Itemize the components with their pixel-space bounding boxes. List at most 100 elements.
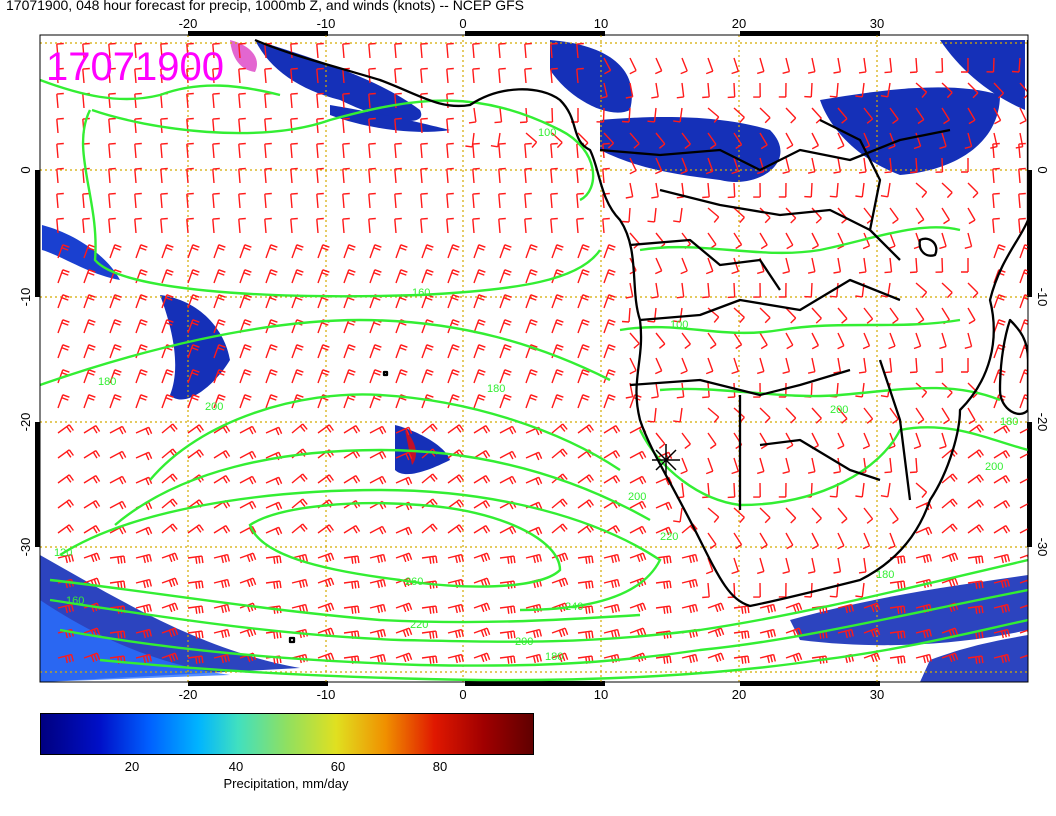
wind-barb (187, 580, 204, 589)
wind-barb (109, 294, 122, 309)
wind-barb (83, 652, 101, 663)
contour-160-atlantic (91, 99, 595, 202)
wind-barb (967, 307, 976, 325)
wind-barb (499, 244, 512, 259)
wind-barb (731, 57, 739, 75)
wind-barb (421, 473, 438, 484)
wind-barb (161, 473, 178, 484)
wind-barb (655, 232, 666, 249)
wind-barb (109, 655, 126, 664)
wind-barb (499, 344, 512, 359)
wind-barb (603, 319, 616, 334)
lat-labels-right: 0 -10 -20 -30 (1035, 166, 1050, 556)
wind-barb (83, 577, 101, 588)
wind-barb (862, 232, 871, 250)
wind-barb (837, 307, 848, 324)
wind-barb (647, 407, 657, 423)
wind-barb (57, 294, 70, 309)
wind-barb (811, 432, 820, 450)
wind-barb (83, 369, 96, 384)
contour-africa-200 (638, 426, 1028, 507)
wind-barb (395, 627, 413, 638)
wind-barb (499, 294, 512, 309)
wind-barb (161, 627, 179, 638)
wind-barb (525, 132, 538, 148)
wind-barb (759, 207, 771, 224)
wind-barb (213, 394, 226, 409)
contour-label: 260 (405, 576, 423, 588)
wind-barb (447, 553, 464, 564)
wind-barb (369, 653, 386, 664)
wind-barb (829, 182, 839, 198)
wind-barb (967, 107, 976, 125)
wind-barb (265, 555, 282, 564)
wind-barb (629, 475, 647, 485)
wind-barb (909, 157, 918, 174)
wind-barb (342, 117, 350, 134)
wind-barb (602, 217, 610, 234)
wind-barb (961, 358, 969, 373)
colorbar-tick-label: 20 (124, 759, 140, 774)
wind-barb (837, 532, 845, 550)
wind-barb (395, 451, 413, 461)
wind-barb (369, 369, 382, 384)
wind-barb (447, 424, 464, 434)
wind-barb (421, 655, 438, 664)
lon-label: 0 (459, 687, 466, 700)
wind-barb (187, 605, 204, 614)
wind-barb (993, 450, 1011, 459)
wind-barb (785, 532, 794, 550)
wind-barb (187, 244, 200, 259)
wind-barb (264, 192, 272, 209)
precip-se-band-2 (920, 635, 1028, 682)
wind-barb (967, 182, 979, 199)
wind-barb (837, 507, 848, 524)
wind-barb (57, 449, 74, 459)
wind-barb (499, 269, 512, 284)
wind-barb (707, 627, 725, 638)
wind-barb (621, 307, 631, 323)
lat-label: -10 (18, 288, 33, 307)
wind-barb (785, 332, 794, 350)
wind-barb (993, 107, 1002, 125)
contour-label: 220 (410, 619, 428, 631)
wind-barb (134, 142, 142, 159)
wind-barb (705, 557, 714, 575)
wind-barb (603, 294, 616, 309)
wind-barb (264, 167, 272, 184)
lon-labels-bottom: -20 -10 0 10 20 30 (179, 687, 885, 700)
wind-barb (941, 523, 958, 534)
wind-barb (395, 526, 413, 536)
wind-barb (629, 57, 637, 75)
height-contours (40, 78, 1028, 682)
wind-barb (135, 294, 148, 309)
wind-barb (673, 307, 683, 323)
wind-barb (239, 450, 257, 460)
wind-barb (858, 157, 867, 174)
wind-barb (446, 42, 454, 59)
wind-barb (369, 269, 382, 284)
wind-barb (577, 499, 594, 509)
wind-barb (993, 525, 1011, 534)
wind-barb (855, 182, 865, 198)
wind-barb (161, 269, 174, 284)
wind-barb (394, 117, 402, 134)
lon-label: -20 (179, 16, 198, 31)
wind-barb (265, 269, 278, 284)
wind-barb (134, 192, 142, 209)
island-ascension (288, 636, 296, 644)
wind-barb (550, 217, 558, 234)
wind-barb (368, 117, 376, 134)
contour-label: 200 (628, 491, 646, 503)
wind-barb (884, 257, 893, 274)
wind-barb (83, 525, 101, 534)
contour-label: 120 (54, 547, 72, 559)
wind-barb (1019, 294, 1028, 309)
wind-barb (913, 432, 922, 450)
wind-barb (473, 552, 491, 563)
wind-barb (621, 107, 631, 123)
lake-victoria (918, 237, 938, 257)
wind-barb (889, 555, 906, 564)
wind-barb (647, 107, 657, 123)
wind-barb (993, 475, 1011, 484)
